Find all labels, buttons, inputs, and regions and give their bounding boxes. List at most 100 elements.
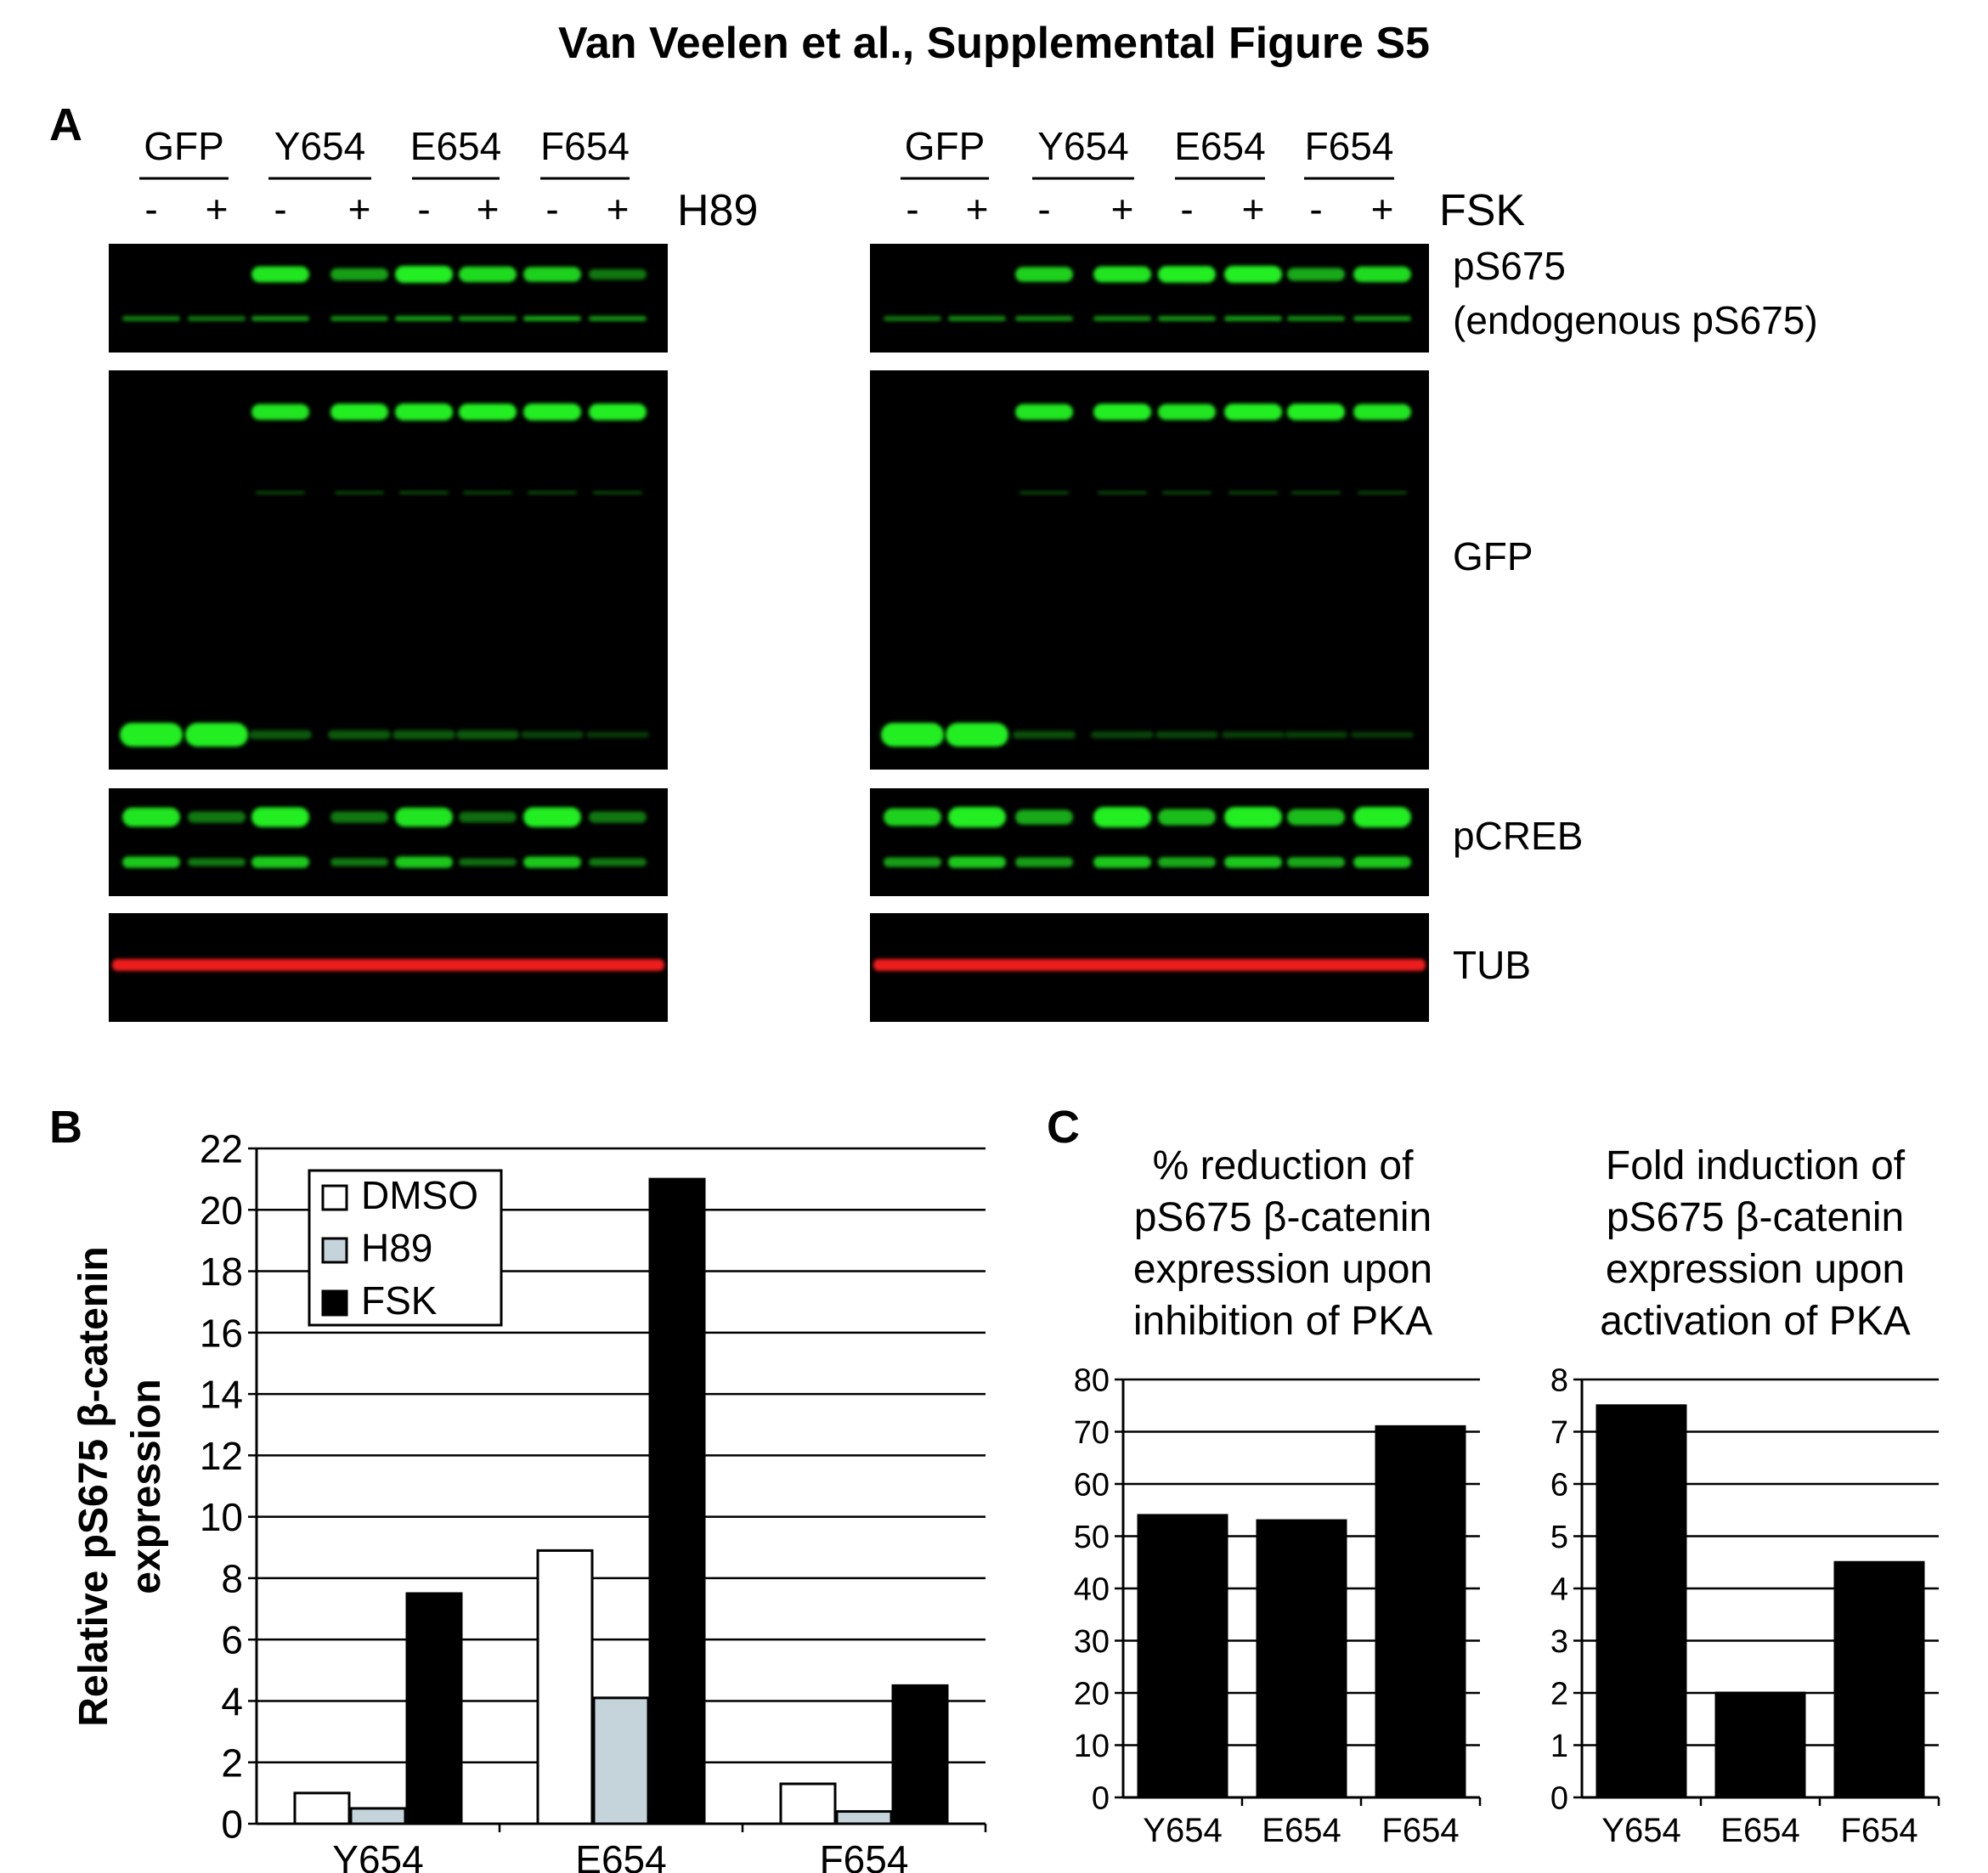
x-tick-label: Y654 xyxy=(332,1837,423,1873)
y-tick-label: 12 xyxy=(200,1434,243,1478)
blot-band xyxy=(185,723,248,747)
y-tick-label: 3 xyxy=(1550,1624,1568,1660)
row-label-tub: TUB xyxy=(1453,943,1531,987)
blot-band xyxy=(399,491,449,494)
y-tick-label: 20 xyxy=(200,1188,243,1233)
blot-band xyxy=(523,807,581,827)
legend-label: DMSO xyxy=(361,1173,478,1217)
blot-band xyxy=(395,266,453,283)
blot-band xyxy=(122,807,180,827)
lane-sign: + xyxy=(1371,187,1394,231)
blot-band xyxy=(395,856,453,868)
blot-band xyxy=(589,403,647,420)
y-tick-label: 8 xyxy=(221,1556,243,1600)
blot-band xyxy=(330,268,388,281)
blot-band xyxy=(528,491,577,494)
row-label-endogenous-ps675: (endogenous pS675) xyxy=(1453,298,1818,342)
bar xyxy=(1595,1404,1687,1799)
blot-band xyxy=(523,316,581,321)
lane-sign: + xyxy=(1242,187,1265,231)
chart-title-line: pS675 β-catenin xyxy=(1607,1195,1905,1240)
y-axis-label-line2: expression xyxy=(124,1379,169,1594)
y-tick-label: 0 xyxy=(1550,1781,1568,1817)
blot-band xyxy=(459,316,517,321)
blot-band xyxy=(1224,856,1282,868)
chart-title-line: activation of PKA xyxy=(1600,1299,1911,1344)
chart-title-line: inhibition of PKA xyxy=(1133,1299,1432,1344)
blot-band xyxy=(1353,316,1411,321)
blot-band xyxy=(593,491,642,494)
bar-dmso xyxy=(536,1549,594,1825)
blot-band xyxy=(188,858,246,866)
row-label-ps675: pS675 xyxy=(1453,244,1566,288)
blot-band xyxy=(395,403,453,420)
legend-swatch xyxy=(321,1237,348,1264)
bar xyxy=(1375,1424,1466,1799)
blot-band xyxy=(1353,266,1411,283)
lane-sign: + xyxy=(206,187,229,231)
blot-band xyxy=(1291,491,1341,494)
lane-sign: - xyxy=(144,187,157,231)
bar xyxy=(1833,1560,1925,1799)
blot-band xyxy=(1358,491,1407,494)
blot-band xyxy=(328,730,391,740)
blot-band xyxy=(523,403,581,420)
legend-swatch xyxy=(321,1289,348,1317)
y-tick-label: 14 xyxy=(200,1373,243,1417)
blot-band xyxy=(1287,857,1345,867)
x-tick-label: E654 xyxy=(1720,1812,1799,1849)
y-tick-label: 8 xyxy=(1550,1363,1568,1399)
x-tick-label: F654 xyxy=(1840,1812,1917,1849)
lane-sign: - xyxy=(1180,187,1193,231)
bar xyxy=(1256,1519,1347,1799)
y-tick-label: 0 xyxy=(1092,1781,1110,1817)
blot-band xyxy=(1287,268,1345,281)
bar-dmso xyxy=(779,1782,837,1825)
blot-band xyxy=(120,723,183,747)
blot-band xyxy=(1155,731,1218,739)
lane-group-label: E654 xyxy=(1174,124,1265,168)
lane-sign: + xyxy=(966,187,989,231)
blot-band xyxy=(589,316,647,321)
blot-band xyxy=(1287,809,1345,826)
chart-title-line: expression upon xyxy=(1606,1247,1905,1292)
blot-band xyxy=(1093,316,1151,321)
blot-band xyxy=(1015,857,1073,867)
bar xyxy=(1137,1514,1228,1799)
chart-c-reduction: % reduction of pS675 β-catenin expression … xyxy=(1074,1143,1482,1849)
blot-band xyxy=(188,316,246,321)
bar-fsk xyxy=(891,1684,949,1825)
panel-label-b: B xyxy=(49,1102,82,1153)
blot-band xyxy=(1224,266,1282,283)
bar-h89 xyxy=(349,1807,407,1825)
lane-sign: + xyxy=(477,187,500,231)
lane-sign: - xyxy=(906,187,918,231)
blot-band xyxy=(1158,403,1216,420)
blot-strip xyxy=(870,244,1429,353)
blot-band xyxy=(1224,316,1282,321)
x-tick-label: Y654 xyxy=(1143,1812,1222,1849)
chart-b: 0 2 4 6 8 10 12 14 16 18 20 22 Y654 E654 F654 Relative … xyxy=(71,1127,987,1873)
y-tick-label: 80 xyxy=(1074,1363,1110,1399)
blot-band xyxy=(188,811,246,823)
blot-band xyxy=(1287,316,1345,321)
blot-band xyxy=(523,856,581,868)
blot-band xyxy=(1013,731,1076,739)
bar-dmso xyxy=(293,1791,351,1825)
blot-band xyxy=(459,858,517,866)
blot-band xyxy=(251,856,309,868)
chart-c-induction: Fold induction of pS675 β-catenin expressi… xyxy=(1550,1143,1940,1849)
lane-sign: + xyxy=(1111,187,1134,231)
x-tick-label: E654 xyxy=(1262,1812,1341,1849)
y-tick-label: 10 xyxy=(1074,1729,1110,1764)
blot-band xyxy=(1353,856,1411,868)
blot-band xyxy=(1158,857,1216,867)
y-tick-label: 6 xyxy=(1550,1468,1568,1503)
treatment-label: H89 xyxy=(677,186,758,235)
figure-title: Van Veelen et al., Supplemental Figure S… xyxy=(558,19,1430,68)
blot-band xyxy=(1019,491,1069,494)
tubulin-band xyxy=(873,959,1426,971)
bar-fsk xyxy=(405,1592,463,1825)
chart-title-line: % reduction of xyxy=(1153,1143,1415,1188)
